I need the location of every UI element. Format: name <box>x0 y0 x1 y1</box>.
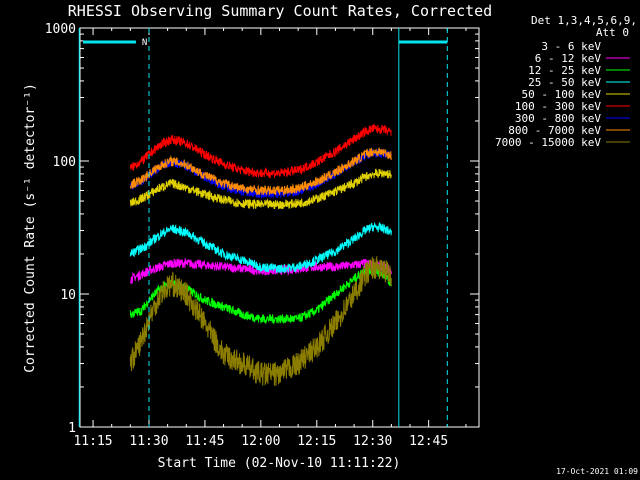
legend-entry-label: 6 - 12 keV <box>535 52 602 65</box>
series-line-4 <box>129 168 392 210</box>
legend-entry-label: 800 - 7000 keV <box>508 124 601 137</box>
overlay-group: N <box>78 28 448 427</box>
legend-entry-label: 12 - 25 keV <box>528 64 601 77</box>
series-group <box>129 123 392 425</box>
y-tick-label: 10 <box>60 288 76 303</box>
x-tick-label: 11:15 <box>73 434 112 449</box>
legend-entry-label: 3 - 6 keV <box>541 40 601 53</box>
x-tick-label: 11:30 <box>129 434 168 449</box>
legend-header-line: Att 0 <box>596 26 629 39</box>
x-axis-label: Start Time (02-Nov-10 11:11:22) <box>158 456 401 471</box>
x-tick-label: 12:00 <box>241 434 280 449</box>
x-tick-label: 12:45 <box>409 434 448 449</box>
night-flag-label: N <box>142 38 147 48</box>
legend-entry-label: 100 - 300 keV <box>515 100 601 113</box>
x-tick-label: 12:30 <box>353 434 392 449</box>
y-tick-label: 100 <box>53 155 76 170</box>
axes-ticks: 11:15 11:30 11:45 12:00 12:15 12:30 12:45 1 10 10… <box>45 22 479 449</box>
series-line-3 <box>129 221 392 274</box>
legend-entry-label: 50 - 100 keV <box>522 88 602 101</box>
y-tick-label: 1 <box>68 421 76 436</box>
footer-stamp: 17-Oct-2021 01:09 <box>556 467 638 476</box>
series-line-0 <box>129 262 392 425</box>
series-line-7 <box>129 146 392 197</box>
legend-entry-label: 7000 - 15000 keV <box>495 136 601 149</box>
legend-header-line: Det 1,3,4,5,6,9, <box>531 14 637 27</box>
x-tick-label: 11:45 <box>185 434 224 449</box>
series-line-5 <box>129 123 392 179</box>
series-line-8 <box>129 256 392 386</box>
legend-entry-label: 25 - 50 keV <box>528 76 601 89</box>
legend-entry-label: 300 - 800 keV <box>515 112 601 125</box>
y-tick-label: 1000 <box>45 22 76 37</box>
x-tick-label: 12:15 <box>297 434 336 449</box>
series-line-2 <box>129 265 392 325</box>
chart-title: RHESSI Observing Summary Count Rates, Co… <box>68 2 492 20</box>
y-axis-label: Corrected Count Rate (s⁻¹ detector⁻¹) <box>23 83 38 373</box>
